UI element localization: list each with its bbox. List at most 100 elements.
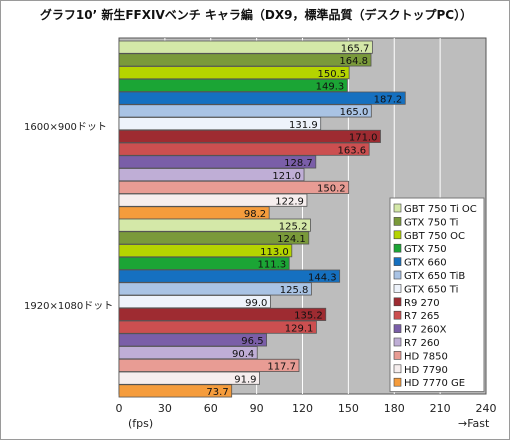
group-label: 1920×1080ドット bbox=[24, 301, 113, 312]
bar bbox=[118, 142, 370, 156]
legend-entry: HD 7790 bbox=[404, 365, 448, 376]
legend-swatch bbox=[393, 230, 402, 240]
bar bbox=[118, 168, 305, 182]
bar-value-label: 128.7 bbox=[284, 158, 313, 169]
bar-value-label: 131.9 bbox=[289, 120, 318, 131]
bar-value-label: 117.7 bbox=[267, 362, 296, 373]
bar bbox=[118, 371, 260, 385]
bar bbox=[118, 333, 267, 347]
legend-swatch bbox=[393, 243, 402, 253]
bar bbox=[118, 320, 317, 334]
x-tick-label: 60 bbox=[204, 402, 218, 415]
bar-value-label: 129.1 bbox=[285, 323, 314, 334]
bar-value-label: 113.0 bbox=[260, 247, 289, 258]
x-tick-label: 120 bbox=[292, 402, 313, 415]
legend-entry: GTX 650 Ti bbox=[404, 284, 458, 295]
legend-entry: R7 260 bbox=[404, 338, 440, 349]
legend-entry: R9 270 bbox=[404, 298, 440, 309]
bar-value-label: 73.7 bbox=[206, 387, 228, 398]
bar-value-label: 165.7 bbox=[341, 43, 370, 54]
bar bbox=[118, 117, 322, 131]
bar-value-label: 91.9 bbox=[234, 374, 256, 385]
bar-value-label: 90.4 bbox=[232, 349, 254, 360]
legend-swatch bbox=[393, 297, 402, 307]
legend-swatch bbox=[393, 351, 402, 360]
legend-swatch bbox=[393, 284, 402, 293]
x-tick-label: 0 bbox=[116, 402, 123, 415]
bar bbox=[118, 269, 341, 283]
legend-entry: R7 265 bbox=[404, 311, 440, 322]
legend-swatch bbox=[393, 324, 402, 333]
bar bbox=[118, 66, 350, 80]
legend-swatch bbox=[393, 364, 402, 374]
legend-entry: HD 7850 bbox=[404, 351, 448, 362]
x-tick-label: 240 bbox=[476, 402, 497, 415]
bar-value-label: 96.5 bbox=[241, 336, 263, 347]
bar-value-label: 165.0 bbox=[340, 107, 369, 118]
bar-value-label: 99.0 bbox=[245, 298, 267, 309]
bar-value-label: 164.8 bbox=[339, 56, 368, 67]
bar-value-label: 125.8 bbox=[280, 285, 309, 296]
bar bbox=[118, 384, 233, 398]
bar bbox=[118, 231, 310, 245]
bar bbox=[118, 180, 350, 194]
legend-entry: GBT 750 OC bbox=[404, 231, 465, 242]
x-tick-label: 150 bbox=[338, 402, 359, 415]
bar-value-label: 187.2 bbox=[374, 94, 403, 105]
bar bbox=[118, 256, 290, 270]
bar-value-label: 150.2 bbox=[317, 184, 346, 195]
x-tick-label: 180 bbox=[384, 402, 405, 415]
legend-swatch bbox=[393, 270, 402, 280]
bar-value-label: 135.2 bbox=[294, 311, 323, 322]
bar bbox=[118, 307, 327, 321]
bar-value-label: 121.0 bbox=[272, 171, 301, 182]
legend-entry: GTX 650 TiB bbox=[404, 271, 465, 282]
bar bbox=[118, 295, 271, 309]
bar bbox=[118, 346, 258, 360]
bar-value-label: 150.5 bbox=[317, 69, 346, 80]
bar-value-label: 125.2 bbox=[279, 221, 308, 232]
bar-value-label: 144.3 bbox=[308, 272, 337, 283]
bar bbox=[118, 358, 300, 372]
bar-value-label: 163.6 bbox=[338, 145, 367, 156]
bar bbox=[118, 53, 372, 67]
chart-title: グラフ10’ 新生FFXIVベンチ キャラ編（DX9，標準品質（デスクトップPC… bbox=[39, 8, 473, 22]
x-tick-label: 210 bbox=[430, 402, 451, 415]
bar bbox=[118, 218, 311, 232]
bar-value-label: 171.0 bbox=[349, 133, 378, 144]
legend-entry: GBT 750 Ti OC bbox=[404, 204, 477, 215]
group-label: 1600×900ドット bbox=[24, 122, 107, 133]
bar-value-label: 111.3 bbox=[258, 260, 287, 271]
bar bbox=[118, 78, 348, 92]
bar bbox=[118, 155, 317, 169]
bar bbox=[118, 282, 312, 296]
bar bbox=[118, 91, 406, 105]
legend-entry: GTX 750 Ti bbox=[404, 217, 458, 228]
x-axis-label: (fps) bbox=[128, 417, 153, 430]
bar-value-label: 149.3 bbox=[316, 82, 345, 93]
legend-entry: GTX 750 bbox=[404, 244, 447, 255]
x-tick-label: 90 bbox=[250, 402, 264, 415]
legend-swatch bbox=[393, 217, 402, 226]
bar bbox=[118, 244, 293, 258]
bar bbox=[118, 129, 381, 143]
legend-box bbox=[389, 197, 485, 393]
bar bbox=[118, 104, 372, 118]
legend-swatch bbox=[393, 257, 402, 266]
legend-entry: HD 7770 GE bbox=[404, 378, 465, 389]
bar bbox=[118, 40, 373, 54]
x-tick-label: 30 bbox=[158, 402, 172, 415]
bar-value-label: 122.9 bbox=[275, 196, 304, 207]
bar-value-label: 98.2 bbox=[244, 209, 266, 220]
legend-swatch bbox=[393, 203, 402, 213]
fast-label: →Fast bbox=[458, 417, 490, 430]
legend-entry: GTX 660 bbox=[404, 258, 447, 269]
bar-value-label: 124.1 bbox=[277, 234, 306, 245]
legend-swatch bbox=[393, 310, 402, 320]
bar bbox=[118, 193, 308, 207]
legend-swatch bbox=[393, 337, 402, 347]
legend-swatch bbox=[393, 377, 402, 387]
legend-entry: R7 260X bbox=[404, 325, 447, 336]
